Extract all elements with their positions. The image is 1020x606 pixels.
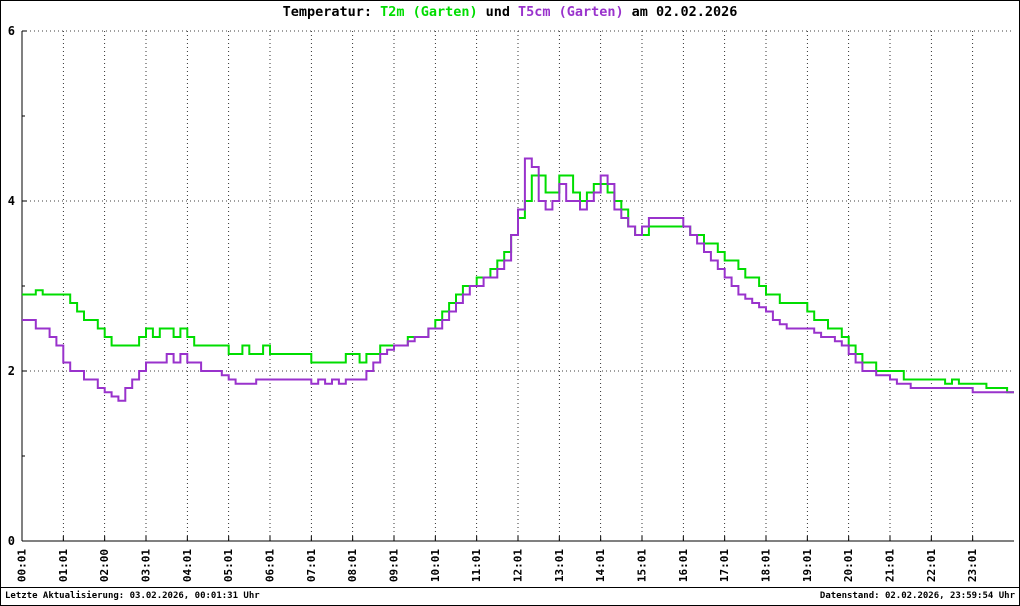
x-tick-label: 10:01: [429, 549, 442, 582]
title-connector: und: [485, 4, 510, 20]
last-update-text: Letzte Aktualisierung: 03.02.2026, 00:01…: [5, 591, 260, 601]
x-tick-label: 12:01: [512, 549, 525, 582]
y-tick-label: 0: [8, 534, 15, 548]
x-tick-label: 11:01: [470, 549, 483, 582]
x-tick-label: 00:01: [16, 549, 29, 582]
x-tick-label: 02:00: [98, 549, 111, 582]
x-tick-label: 22:01: [925, 549, 938, 582]
title-series1-label: T2m (Garten): [380, 4, 478, 20]
x-tick-label: 06:01: [264, 549, 277, 582]
x-tick-label: 01:01: [57, 549, 70, 582]
x-tick-label: 07:01: [305, 549, 318, 582]
x-tick-label: 13:01: [553, 549, 566, 582]
data-timestamp-text: Datenstand: 02.02.2026, 23:59:54 Uhr: [819, 591, 1015, 601]
y-tick-label: 4: [8, 194, 15, 208]
x-tick-label: 19:01: [801, 549, 814, 582]
x-tick-label: 20:01: [842, 549, 855, 582]
x-tick-label: 04:01: [181, 549, 194, 582]
x-tick-label: 05:01: [222, 549, 235, 582]
x-tick-label: 08:01: [346, 549, 359, 582]
x-tick-label: 15:01: [636, 549, 649, 582]
x-tick-label: 23:01: [966, 549, 979, 582]
x-tick-label: 17:01: [718, 549, 731, 582]
x-tick-label: 14:01: [594, 549, 607, 582]
title-suffix: am 02.02.2026: [631, 4, 738, 20]
x-tick-label: 09:01: [388, 549, 401, 582]
x-tick-label: 03:01: [140, 549, 153, 582]
y-tick-label: 6: [8, 24, 15, 38]
y-tick-label: 2: [8, 364, 15, 378]
x-tick-label: 18:01: [760, 549, 773, 582]
title-prefix: Temperatur:: [282, 4, 373, 20]
footer-bar: Letzte Aktualisierung: 03.02.2026, 00:01…: [1, 587, 1019, 605]
x-tick-label: 21:01: [884, 549, 897, 582]
series-line-t5cm-garten: [22, 157, 1014, 402]
chart-title: Temperatur: T2m (Garten) und T5cm (Garte…: [1, 4, 1019, 20]
title-series2-label: T5cm (Garten): [518, 4, 624, 20]
x-tick-label: 16:01: [677, 549, 690, 582]
